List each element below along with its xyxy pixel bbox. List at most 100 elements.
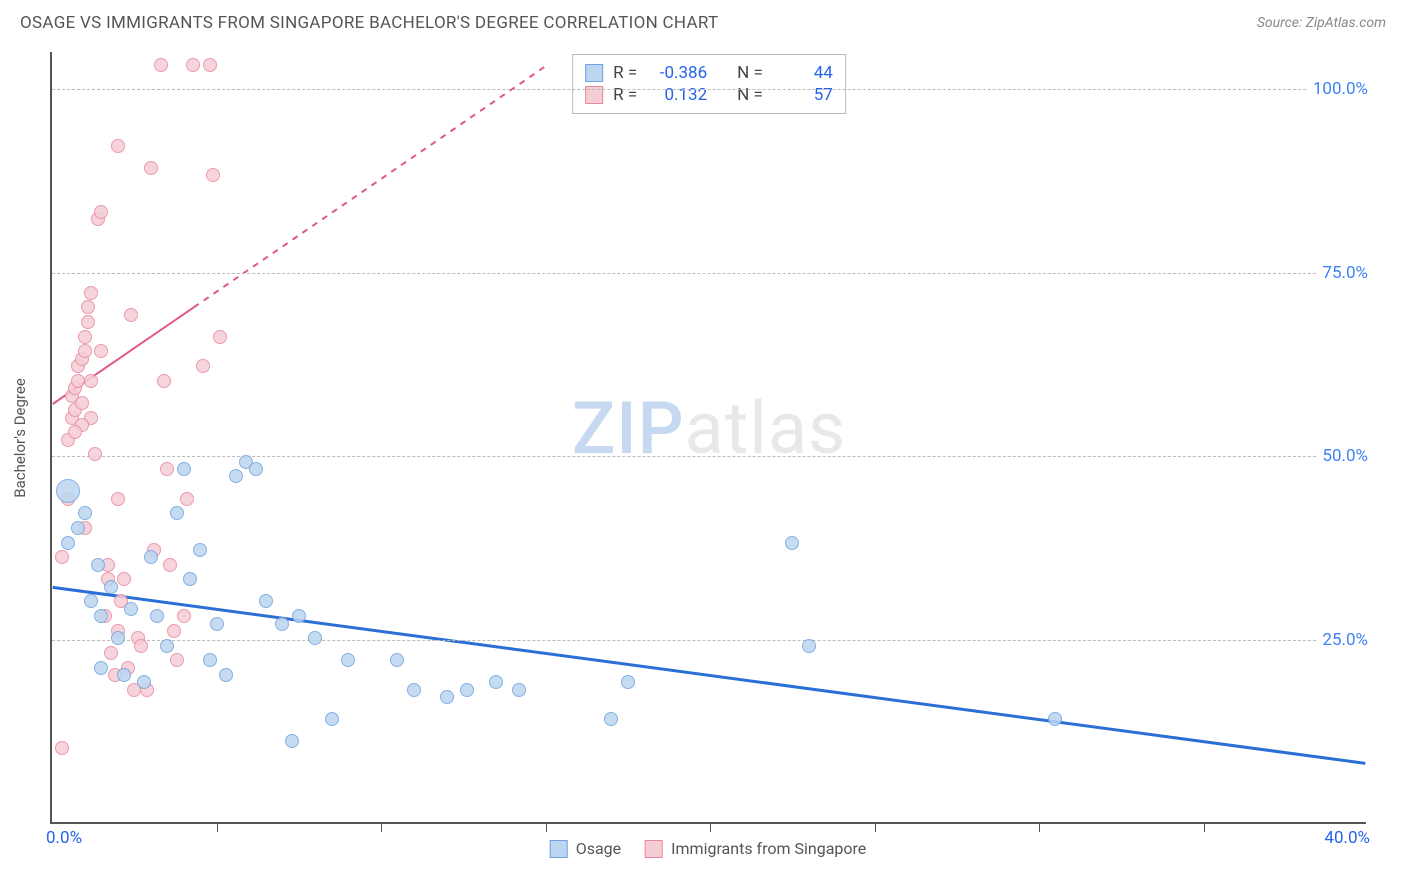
scatter-point [94, 344, 108, 358]
scatter-point [137, 675, 151, 689]
scatter-point [489, 675, 503, 689]
scatter-point [144, 550, 158, 564]
scatter-point [75, 396, 89, 410]
scatter-point [88, 447, 102, 461]
scatter-point [170, 653, 184, 667]
scatter-point [259, 594, 273, 608]
plot-area: ZIPatlas R = -0.386 N = 44 R = 0.132 N =… [50, 52, 1366, 824]
scatter-point [84, 594, 98, 608]
scatter-point [249, 462, 263, 476]
scatter-point [84, 374, 98, 388]
scatter-point [203, 58, 217, 72]
scatter-point [154, 58, 168, 72]
watermark-atlas: atlas [685, 386, 847, 471]
scatter-point [71, 521, 85, 535]
scatter-point [78, 344, 92, 358]
scatter-point [144, 161, 158, 175]
legend-item-singapore: Immigrants from Singapore [645, 839, 866, 858]
watermark: ZIPatlas [572, 386, 846, 471]
watermark-zip: ZIP [572, 386, 685, 471]
stats-row-osage: R = -0.386 N = 44 [585, 63, 833, 83]
gridline-h [52, 273, 1366, 274]
regression-lines [52, 52, 1366, 822]
scatter-point [71, 374, 85, 388]
scatter-point [78, 330, 92, 344]
scatter-point [186, 58, 200, 72]
scatter-point [124, 602, 138, 616]
scatter-point [134, 639, 148, 653]
source-label: Source: ZipAtlas.com [1257, 15, 1386, 31]
legend-swatch-osage [550, 840, 568, 858]
scatter-point [213, 330, 227, 344]
scatter-point [157, 374, 171, 388]
stats-legend-box: R = -0.386 N = 44 R = 0.132 N = 57 [572, 54, 846, 114]
scatter-point [460, 683, 474, 697]
x-max-label: 40.0% [1324, 828, 1370, 848]
scatter-point [91, 558, 105, 572]
scatter-point [117, 572, 131, 586]
legend-label-osage: Osage [576, 839, 621, 858]
scatter-point [111, 492, 125, 506]
scatter-point [104, 646, 118, 660]
scatter-point [84, 286, 98, 300]
stats-R-label: R = [613, 63, 637, 83]
scatter-point [407, 683, 421, 697]
y-tick-label: 25.0% [1316, 630, 1368, 650]
scatter-point [160, 639, 174, 653]
scatter-point [193, 543, 207, 557]
scatter-point [94, 661, 108, 675]
scatter-point [604, 712, 618, 726]
scatter-point [117, 668, 131, 682]
scatter-point [94, 205, 108, 219]
scatter-point [177, 462, 191, 476]
gridline-h [52, 640, 1366, 641]
legend-swatch-singapore [645, 840, 663, 858]
scatter-point [81, 300, 95, 314]
scatter-point [111, 631, 125, 645]
stats-N-label: N = [737, 63, 763, 83]
scatter-point [167, 624, 181, 638]
scatter-point [325, 712, 339, 726]
scatter-point [177, 609, 191, 623]
scatter-point [78, 506, 92, 520]
scatter-point [285, 734, 299, 748]
scatter-point [229, 469, 243, 483]
scatter-point [55, 550, 69, 564]
scatter-point [206, 168, 220, 182]
legend-label-singapore: Immigrants from Singapore [671, 839, 866, 858]
scatter-point [180, 492, 194, 506]
scatter-point [68, 425, 82, 439]
scatter-point [56, 479, 80, 503]
scatter-point [1048, 712, 1062, 726]
scatter-point [341, 653, 355, 667]
bottom-legend: Osage Immigrants from Singapore [550, 839, 867, 858]
plot-wrap: ZIPatlas R = -0.386 N = 44 R = 0.132 N =… [50, 52, 1366, 824]
chart-header: OSAGE VS IMMIGRANTS FROM SINGAPORE BACHE… [0, 0, 1406, 46]
scatter-point [111, 139, 125, 153]
scatter-point [61, 536, 75, 550]
scatter-point [183, 572, 197, 586]
scatter-point [308, 631, 322, 645]
scatter-point [785, 536, 799, 550]
scatter-point [163, 558, 177, 572]
y-axis-title: Bachelor's Degree [11, 378, 29, 498]
scatter-point [621, 675, 635, 689]
scatter-point [390, 653, 404, 667]
y-tick-label: 100.0% [1307, 79, 1368, 99]
scatter-point [160, 462, 174, 476]
y-tick-label: 50.0% [1316, 446, 1368, 466]
scatter-point [124, 308, 138, 322]
scatter-point [440, 690, 454, 704]
legend-item-osage: Osage [550, 839, 621, 858]
scatter-point [104, 580, 118, 594]
stats-swatch-osage [585, 64, 603, 82]
scatter-point [170, 506, 184, 520]
scatter-point [512, 683, 526, 697]
chart-title: OSAGE VS IMMIGRANTS FROM SINGAPORE BACHE… [20, 13, 718, 33]
scatter-point [94, 609, 108, 623]
scatter-point [275, 617, 289, 631]
stats-R-osage: -0.386 [647, 63, 707, 83]
scatter-point [55, 741, 69, 755]
stats-N-osage: 44 [773, 63, 833, 83]
y-tick-label: 75.0% [1316, 263, 1368, 283]
